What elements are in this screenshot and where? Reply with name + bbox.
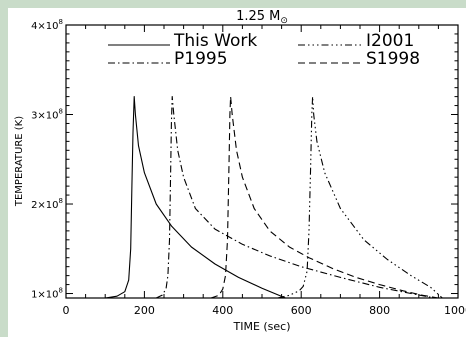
y-tick-label: 4×108 — [31, 18, 63, 32]
series-layer — [105, 96, 443, 299]
legend-label-3: S1998 — [366, 49, 420, 69]
series-line-2 — [210, 96, 439, 299]
legend: This Work I2001 P1995 S1998 — [108, 31, 420, 69]
x-tick-label: 0 — [63, 304, 70, 317]
x-tick-label: 600 — [291, 304, 312, 317]
chart-title-symbol: ⊙ — [280, 16, 288, 26]
series-line-0 — [105, 96, 286, 299]
chart-title: 1.25 M⊙ — [236, 9, 288, 26]
y-tick-label: 3×108 — [31, 108, 63, 122]
legend-label-1: I2001 — [366, 31, 414, 51]
axis-ticks: 0 200 400 600 800 1000 1×108 2×108 3×108 4×108 — [31, 18, 466, 317]
y-axis-label: TEMPERATURE (K) — [14, 116, 25, 207]
legend-label-0: This Work — [173, 31, 257, 51]
chart-title-text: 1.25 M — [236, 9, 280, 24]
legend-label-2: P1995 — [174, 49, 228, 69]
x-tick-label: 800 — [369, 304, 390, 317]
y-tick-label: 1×108 — [31, 287, 63, 301]
x-tick-label: 1000 — [444, 304, 466, 317]
series-line-3 — [277, 96, 443, 299]
x-tick-label: 200 — [134, 304, 155, 317]
x-axis-label: TIME (sec) — [232, 320, 290, 333]
figure-background — [8, 8, 466, 337]
y-tick-label: 2×108 — [31, 197, 63, 211]
x-tick-label: 400 — [212, 304, 233, 317]
series-line-1 — [155, 96, 435, 299]
